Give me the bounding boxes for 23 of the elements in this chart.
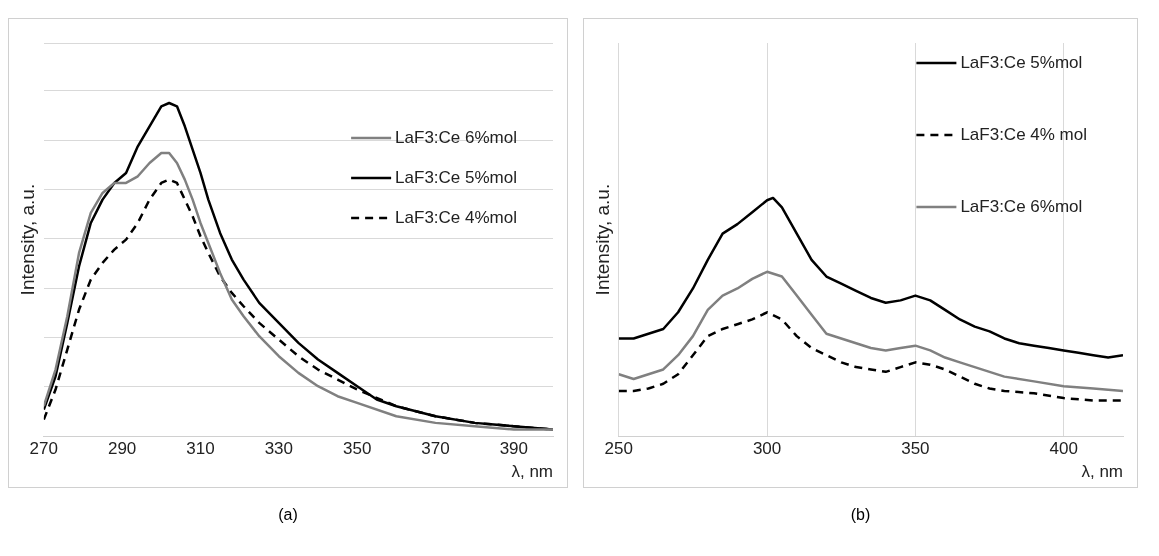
legend-label: LaF3:Ce 6%mol [960,196,1083,216]
x-tick-label: 250 [604,439,633,459]
x-axis-title: λ, nm [511,462,553,482]
x-tick-label: 310 [186,439,215,459]
y-axis-title: Intensity, a.u. [591,183,613,296]
legend-label: LaF3:Ce 5%mol [960,52,1083,72]
text: (a) [277,506,299,524]
legend-label: LaF3:Ce 6%mol [395,127,517,147]
x-tick-label: 300 [752,439,782,459]
x-tick-label: 350 [342,439,372,459]
x-tick-label: 390 [499,439,529,459]
text: (b) [849,506,872,524]
y-axis-title: Intensity, a.u. [16,183,38,296]
legend-label: LaF3:Ce 5%mol [395,167,517,187]
x-axis-title: λ, nm [1081,462,1123,482]
x-tick-label: 270 [29,439,58,459]
x-tick-label: 400 [1049,439,1078,459]
x-tick-label: 330 [264,439,293,459]
x-tick-label: 290 [107,439,137,459]
legend-label: LaF3:Ce 4%mol [395,207,517,227]
x-tick-label: 350 [901,439,930,459]
x-tick-label: 370 [421,439,450,459]
legend-label: LaF3:Ce 4% mol [960,124,1088,144]
